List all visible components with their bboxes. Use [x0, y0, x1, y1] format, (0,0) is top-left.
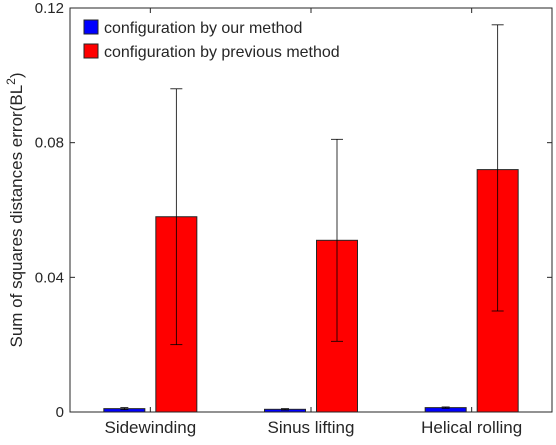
- x-category-label: Sinus lifting: [268, 418, 355, 437]
- y-tick-label: 0.04: [35, 269, 64, 286]
- x-category-label: Sidewinding: [104, 418, 196, 437]
- bars-layer: [103, 169, 519, 413]
- y-tick-label: 0.12: [35, 0, 64, 17]
- ticks-layer: 0 0.04 0.08 0.12 Sidewinding Sinus lifting Hel…: [35, 0, 552, 437]
- legend-swatch: [83, 43, 99, 59]
- legend: configuration by our method configuration…: [83, 19, 340, 61]
- y-tick-label: 0: [56, 404, 64, 421]
- y-axis-label: Sum of squares distances error(BL2): [4, 72, 26, 347]
- legend-label: configuration by previous method: [104, 44, 340, 61]
- y-tick-label: 0.08: [35, 135, 64, 152]
- legend-label: configuration by our method: [104, 20, 302, 37]
- error-bars-layer: [120, 24, 504, 411]
- legend-swatch: [83, 19, 99, 35]
- x-category-label: Helical rolling: [421, 418, 522, 437]
